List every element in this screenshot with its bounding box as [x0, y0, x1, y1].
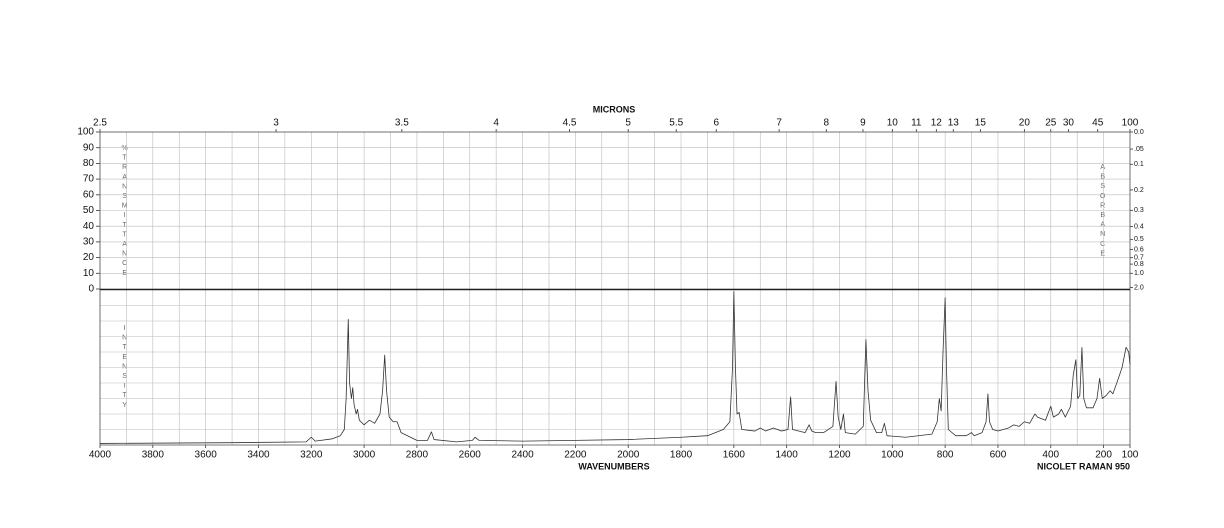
top-tick-label: 100: [1122, 118, 1139, 129]
top-tick-label: 3: [273, 118, 279, 129]
x-tick-label: 2000: [617, 450, 640, 461]
plot-frame: [99, 131, 1131, 446]
x-tick-label: 2800: [406, 450, 429, 461]
top-tick-label: 5.5: [669, 118, 683, 129]
top-tick-label: 7: [776, 118, 782, 129]
x-tick-label: 3200: [300, 450, 323, 461]
top-tick-label: 11: [911, 118, 922, 129]
x-tick-label: 1200: [828, 450, 851, 461]
y-tick-label: 0: [88, 284, 94, 295]
top-tick-label: 8: [824, 118, 830, 129]
y-tick-label: 100: [77, 127, 94, 138]
top-tick-label: 5: [625, 118, 631, 129]
top-tick-label: 6: [713, 118, 719, 129]
x-tick-label: 200: [1095, 450, 1112, 461]
x-tick-label: 4000: [89, 450, 112, 461]
y2-tick-label: .05: [1134, 146, 1144, 153]
top-tick-label: 30: [1063, 118, 1075, 129]
y-tick-label: 80: [83, 158, 95, 169]
top-tick-label: 20: [1019, 118, 1031, 129]
spectrum-line: [99, 291, 1131, 444]
x-tick-label: 3600: [195, 450, 218, 461]
y2-tick-label: 1.0: [1134, 270, 1144, 277]
x-tick-label: 600: [990, 450, 1007, 461]
y-tick-label: 40: [83, 221, 95, 232]
y-tick-label: 50: [83, 205, 95, 216]
x-tick-label: 100: [1122, 450, 1139, 461]
top-tick-label: 2.5: [93, 118, 107, 129]
y2-tick-label: 0.4: [1134, 223, 1144, 230]
top-tick-label: 10: [887, 118, 899, 129]
y-tick-label: 30: [83, 237, 95, 248]
x-tick-label: 800: [937, 450, 954, 461]
left-axis-label: %TRANSMITTANCE: [121, 145, 128, 279]
x-tick-label: 1000: [881, 450, 904, 461]
y2-tick-label: 0.0: [1134, 129, 1144, 136]
y2-tick-label: 0.1: [1134, 161, 1144, 168]
x-tick-label: 2600: [459, 450, 482, 461]
x-tick-label: 2400: [511, 450, 534, 461]
x-tick-label: 3400: [247, 450, 270, 461]
top-tick-label: 45: [1092, 118, 1104, 129]
y-tick-label: 10: [83, 268, 95, 279]
x-tick-label: 3800: [142, 450, 165, 461]
top-tick-label: 4: [493, 118, 499, 129]
y2-tick-label: 0.6: [1134, 246, 1144, 253]
x-axis-label: WAVENUMBERS: [578, 461, 649, 471]
y2-tick-label: 0.8: [1134, 261, 1144, 268]
y2-tick-label: 2.0: [1134, 284, 1144, 291]
y2-tick-label: 0.2: [1134, 187, 1144, 194]
y-tick-label: 90: [83, 142, 95, 153]
top-tick-label: 9: [860, 118, 866, 129]
x-tick-label: 400: [1042, 450, 1059, 461]
top-tick-label: 13: [948, 118, 960, 129]
y2-tick-label: 0.3: [1134, 207, 1144, 214]
x-tick-label: 3000: [353, 450, 376, 461]
x-tick-label: 1800: [670, 450, 693, 461]
top-tick-label: 4.5: [563, 118, 577, 129]
y-tick-label: 60: [83, 189, 95, 200]
top-axis-label: MICRONS: [593, 104, 636, 114]
right-axis-label: ABSORBANCE: [1099, 164, 1106, 260]
top-tick-label: 15: [975, 118, 987, 129]
x-tick-label: 1600: [723, 450, 746, 461]
x-tick-label: 2200: [564, 450, 587, 461]
lower-axis-label: INTENSITY: [121, 325, 128, 411]
y-tick-label: 70: [83, 174, 95, 185]
x-tick-label: 1400: [776, 450, 799, 461]
y-tick-label: 20: [83, 252, 95, 263]
top-tick-label: 3.5: [395, 118, 409, 129]
top-tick-label: 25: [1045, 118, 1057, 129]
y2-tick-label: 0.5: [1134, 236, 1144, 243]
top-tick-label: 12: [931, 118, 943, 129]
instrument-label: NICOLET RAMAN 950: [1037, 461, 1130, 471]
y2-tick-label: 0.7: [1134, 255, 1144, 262]
